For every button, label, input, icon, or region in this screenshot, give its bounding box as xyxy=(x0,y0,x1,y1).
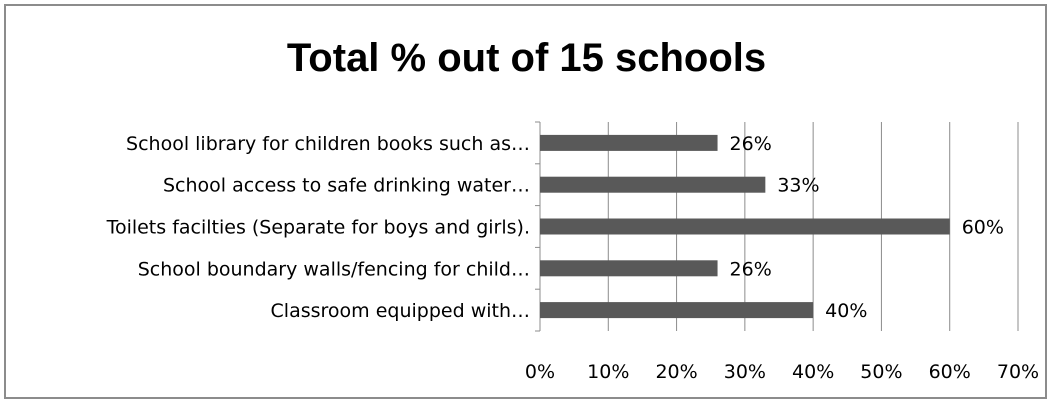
x-tick-label-2: 20% xyxy=(655,361,697,383)
category-label-4: Classroom equipped with… xyxy=(271,300,530,322)
category-label-1: School access to safe drinking water… xyxy=(163,175,530,197)
x-tick-label-7: 70% xyxy=(997,361,1039,383)
bar-1 xyxy=(540,176,766,193)
category-label-3: School boundary walls/fencing for child… xyxy=(138,258,530,280)
bar-3 xyxy=(540,260,718,277)
chart-frame xyxy=(4,4,1047,399)
x-tick-label-5: 50% xyxy=(860,361,902,383)
bar-0 xyxy=(540,134,718,151)
chart-title: Total % out of 15 schools xyxy=(286,36,767,80)
data-label-1: 33% xyxy=(777,175,819,197)
x-tick-label-0: 0% xyxy=(525,361,555,383)
x-tick-label-4: 40% xyxy=(792,361,834,383)
bar-4 xyxy=(540,302,814,319)
data-label-3: 26% xyxy=(730,258,772,280)
x-tick-label-3: 30% xyxy=(724,361,766,383)
category-label-2: Toilets facilties (Separate for boys and… xyxy=(106,217,530,239)
category-label-0: School library for children books such a… xyxy=(126,133,530,155)
x-tick-label-6: 60% xyxy=(929,361,971,383)
x-tick-label-1: 10% xyxy=(587,361,629,383)
data-label-4: 40% xyxy=(825,300,867,322)
bar-2 xyxy=(540,218,950,235)
data-label-2: 60% xyxy=(962,217,1004,239)
data-label-0: 26% xyxy=(730,133,772,155)
